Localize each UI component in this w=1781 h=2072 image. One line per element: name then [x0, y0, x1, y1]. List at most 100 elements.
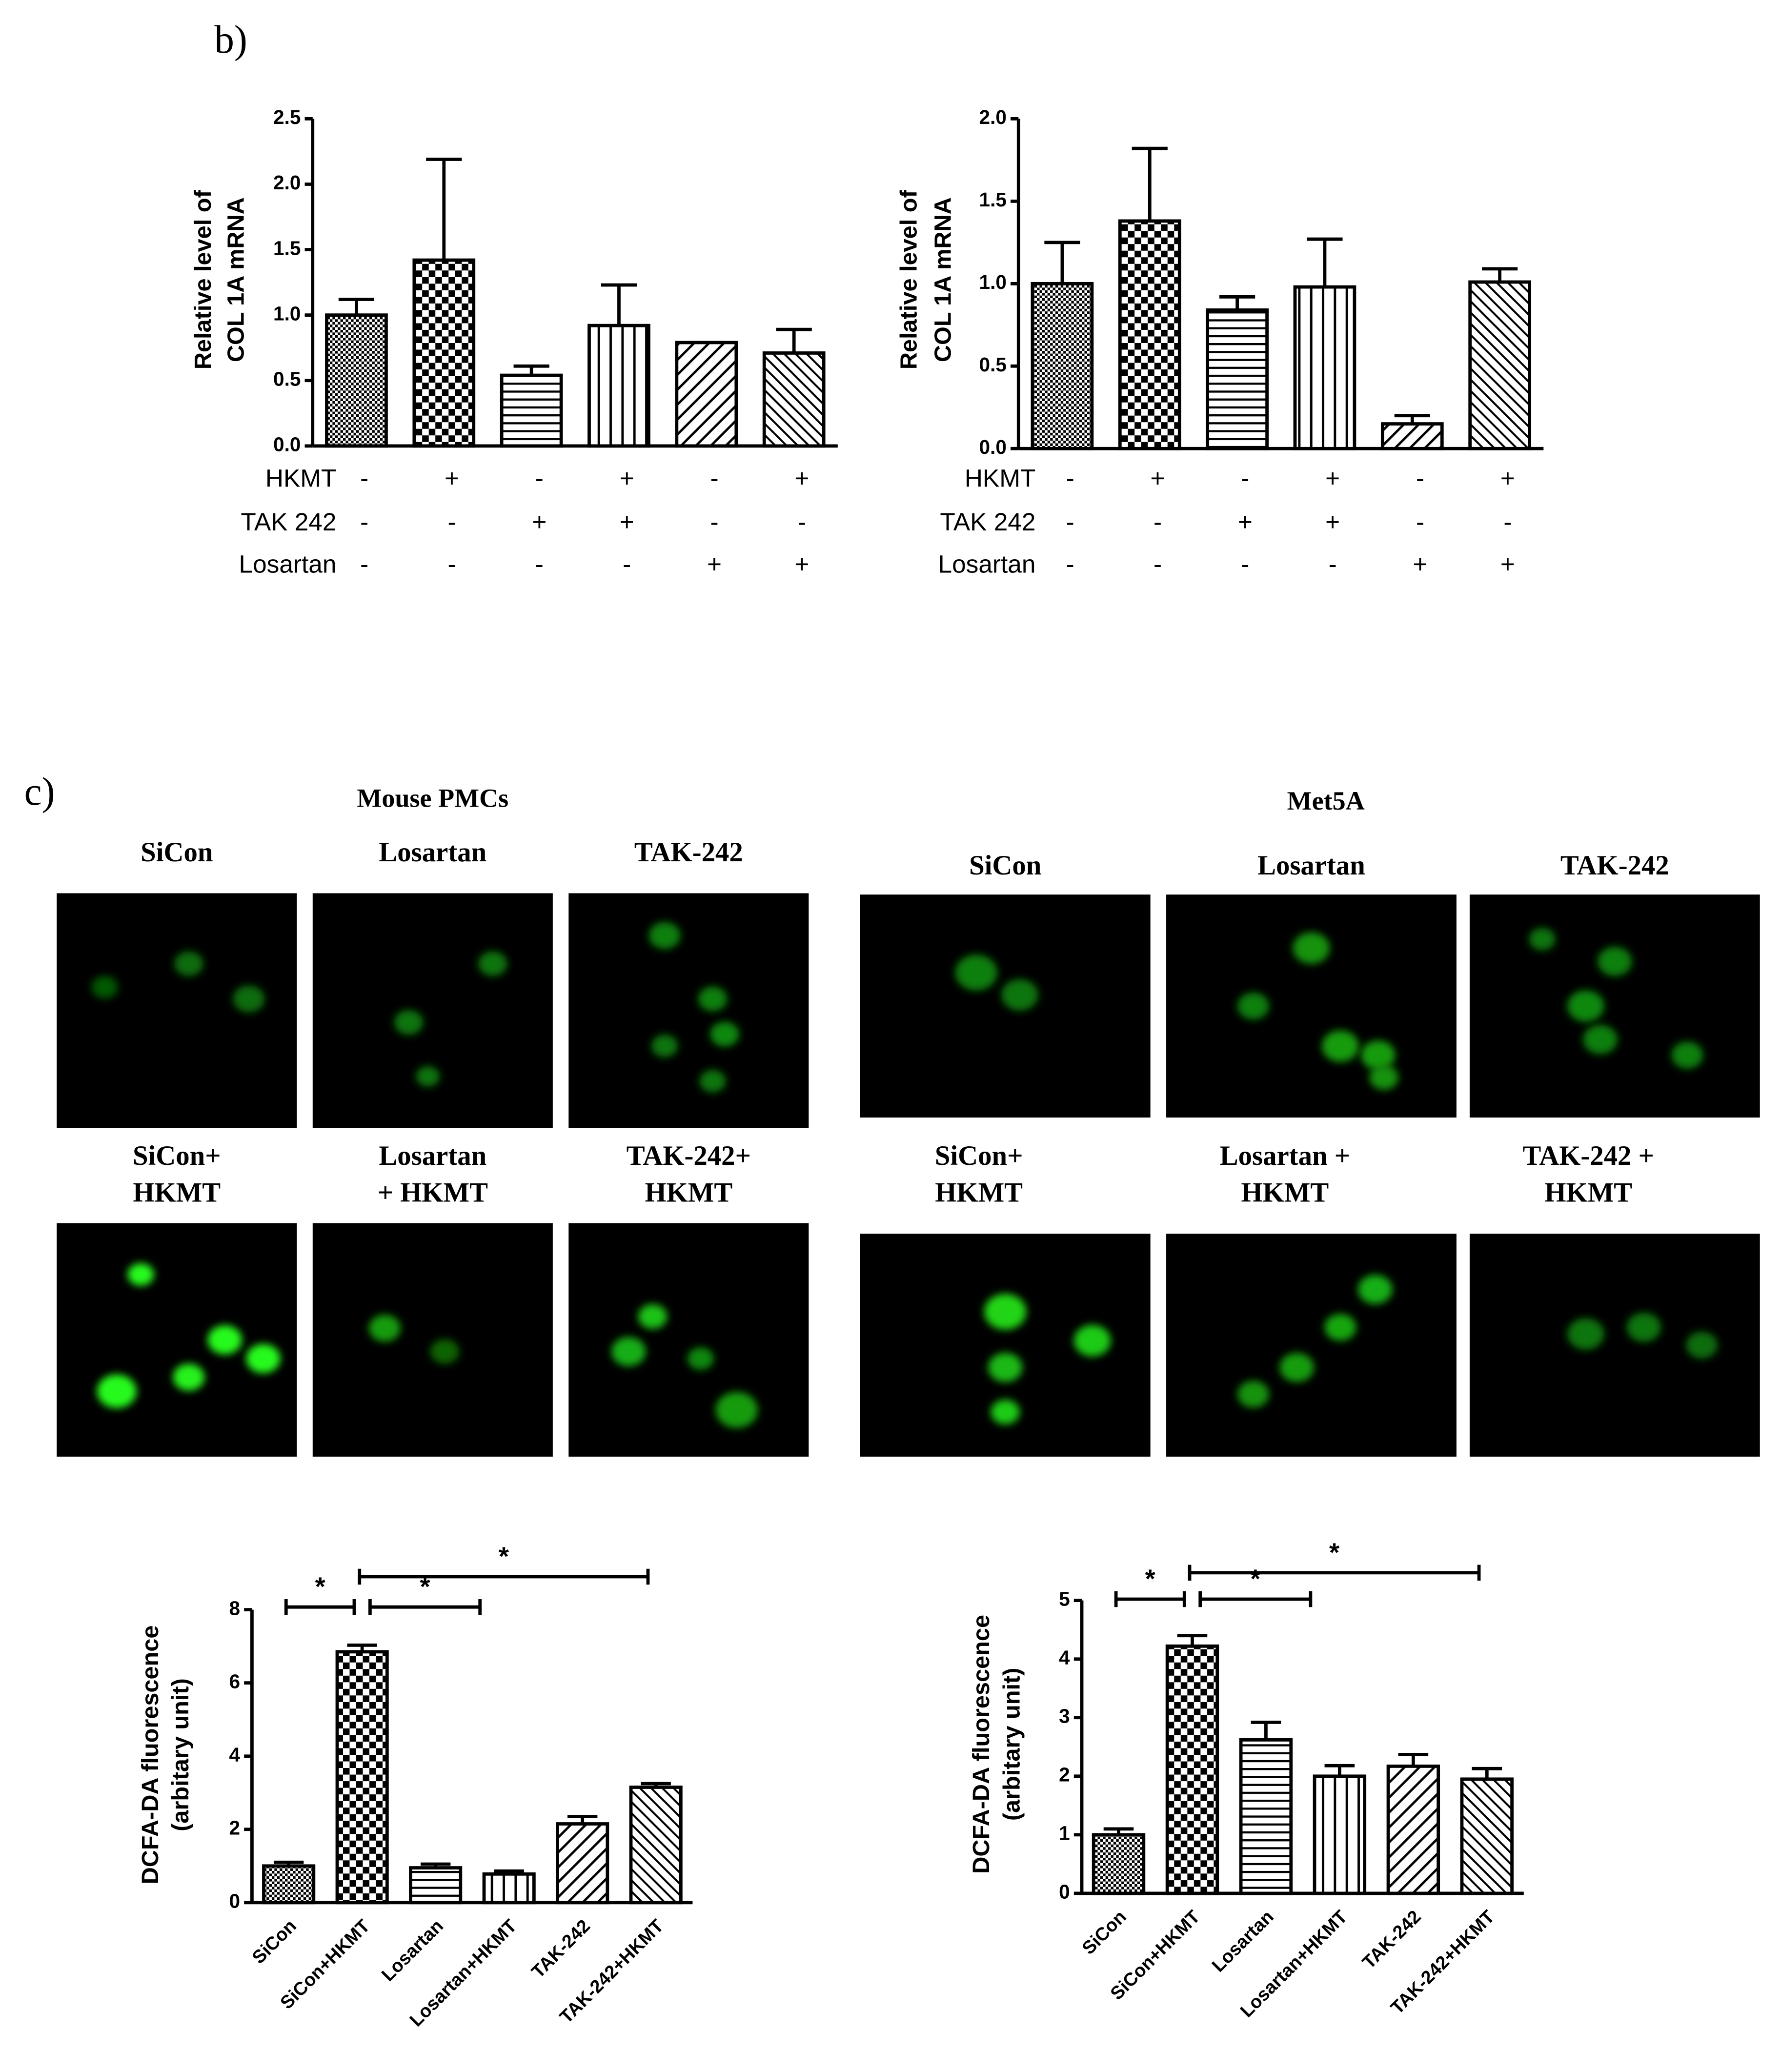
condition-sign: - [710, 508, 719, 536]
image-label: HKMT [645, 1178, 732, 1208]
significance-label: * [315, 1572, 325, 1602]
y-tick-label: 2 [1059, 1764, 1070, 1786]
bar [1386, 1765, 1440, 1895]
cell [1001, 979, 1038, 1011]
image-label: HKMT [133, 1178, 221, 1208]
y-tick-label: 0.0 [979, 436, 1007, 458]
cell [1567, 990, 1604, 1022]
bar [1293, 285, 1356, 450]
x-tick-label: SiCon [1078, 1907, 1131, 1959]
y-tick-label: 4 [1059, 1646, 1070, 1668]
image-label: Losartan [379, 1140, 486, 1171]
condition-sign: + [1500, 549, 1515, 578]
y-tick-label: 1 [1059, 1822, 1070, 1845]
micrograph [312, 893, 553, 1128]
condition-label: TAK 242 [940, 508, 1035, 536]
y-tick-label: 0 [229, 1890, 241, 1912]
bar [675, 341, 738, 448]
y-axis-label: Relative level of [895, 190, 922, 370]
condition-sign: - [1416, 464, 1424, 492]
condition-sign: - [1329, 549, 1337, 578]
y-axis-label: COL 1A mRNA [930, 197, 956, 362]
image-label: TAK-242 [1560, 850, 1669, 881]
y-axis-label: (arbitary unit) [167, 1678, 194, 1831]
y-tick-label: 3 [1059, 1705, 1070, 1727]
condition-label: Losartan [938, 549, 1036, 578]
image-label: HKMT [1241, 1178, 1329, 1208]
condition-label: TAK 242 [241, 508, 336, 536]
condition-sign: - [1066, 508, 1074, 536]
cell [207, 1325, 242, 1355]
cell [174, 951, 203, 976]
cell [173, 1363, 205, 1391]
bar [587, 324, 650, 448]
condition-sign: + [445, 464, 459, 492]
y-tick-label: 5 [1059, 1587, 1070, 1610]
image-label: Losartan [379, 837, 486, 868]
image-label: TAK-242 + [1523, 1140, 1654, 1171]
cell [1237, 1381, 1269, 1408]
y-tick-label: 1.5 [273, 237, 301, 259]
cell [233, 985, 265, 1013]
condition-sign: - [360, 464, 368, 492]
bar [325, 313, 388, 448]
cell [698, 986, 728, 1012]
cell [1324, 1314, 1356, 1341]
cell [611, 1337, 646, 1366]
cell [984, 1294, 1027, 1330]
condition-sign: - [447, 549, 456, 578]
condition-sign: - [623, 549, 631, 578]
bar [1165, 1644, 1219, 1895]
cell [687, 1347, 714, 1370]
bar [1380, 422, 1444, 450]
bar [1031, 282, 1094, 450]
condition-sign: - [360, 549, 368, 578]
condition-sign: + [707, 549, 722, 578]
cell [699, 1070, 726, 1093]
panel-title: Mouse PMCs [357, 784, 508, 813]
condition-sign: + [1500, 464, 1515, 492]
condition-sign: + [620, 508, 634, 536]
cell [1686, 1331, 1718, 1359]
cell [1671, 1041, 1703, 1069]
y-tick-label: 0.0 [273, 433, 301, 456]
cell [97, 1374, 137, 1408]
y-tick-label: 1.0 [273, 302, 301, 325]
y-tick-label: 8 [229, 1597, 241, 1619]
condition-sign: - [1066, 549, 1074, 578]
y-tick-label: 0.5 [273, 367, 301, 390]
image-label: HKMT [935, 1178, 1023, 1208]
bar [1313, 1774, 1367, 1895]
x-tick-label: Losartan [1208, 1907, 1278, 1976]
micrograph [1166, 1234, 1457, 1457]
image-label: SiCon+ [935, 1140, 1023, 1171]
significance-label: * [499, 1542, 509, 1571]
cell [651, 1035, 678, 1057]
y-axis-label: DCFA-DA fluorescence [968, 1615, 994, 1874]
bar [1092, 1833, 1146, 1895]
bar [556, 1822, 609, 1905]
bar [409, 1866, 463, 1905]
bar [482, 1872, 536, 1905]
image-label: SiCon [141, 837, 213, 868]
cell [1598, 947, 1632, 976]
bar [335, 1650, 389, 1905]
condition-sign: + [1325, 464, 1340, 492]
x-tick-label: SiCon [248, 1916, 301, 1968]
x-tick-label: TAK-242 [1358, 1907, 1425, 1973]
bar [762, 351, 826, 448]
y-tick-label: 4 [229, 1743, 241, 1766]
bar [500, 373, 563, 448]
y-tick-label: 2 [229, 1816, 241, 1839]
cell [1237, 993, 1269, 1020]
condition-label: Losartan [239, 549, 337, 578]
condition-sign: + [1238, 508, 1253, 536]
cell [394, 1010, 424, 1035]
condition-sign: - [535, 464, 544, 492]
cell [246, 1344, 281, 1373]
image-label: Losartan + [1220, 1140, 1350, 1171]
panel-title: Met5A [1287, 786, 1365, 815]
bar [1118, 219, 1181, 450]
